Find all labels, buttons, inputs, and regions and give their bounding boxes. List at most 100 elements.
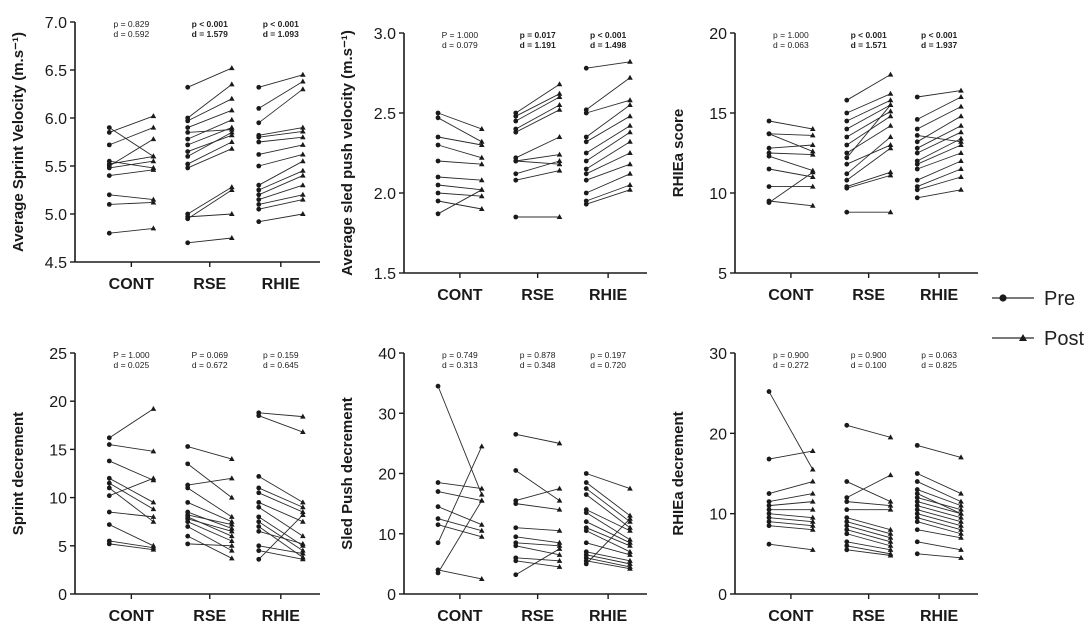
pre-point <box>844 142 850 148</box>
pre-point <box>583 471 589 476</box>
pair-line <box>586 125 631 154</box>
pair-line <box>586 512 631 541</box>
pre-point <box>844 527 850 533</box>
post-point <box>556 485 563 491</box>
stat-p-value: P = 1.000 <box>113 350 150 360</box>
pre-point <box>914 539 920 545</box>
post-point <box>627 58 633 64</box>
pre-point <box>106 541 112 547</box>
y-axis-title: Sled Push decrement <box>339 397 356 550</box>
post-point <box>809 169 816 175</box>
post-point <box>478 443 485 449</box>
pre-point <box>435 115 441 121</box>
pair-line <box>846 517 891 531</box>
pair-line <box>258 516 304 547</box>
post-point <box>478 142 485 147</box>
pair-line <box>109 202 154 205</box>
pre-point <box>914 145 920 151</box>
post-point <box>809 518 816 524</box>
pair-line <box>917 168 962 188</box>
pair-line <box>258 74 303 88</box>
pair-line <box>437 518 482 532</box>
pair-line <box>846 99 891 122</box>
pre-point <box>256 206 262 212</box>
post-point <box>887 506 894 512</box>
pre-point <box>844 523 850 529</box>
pre-point <box>256 120 262 126</box>
pre-point <box>513 158 519 164</box>
pair-line <box>109 511 154 518</box>
pre-point <box>914 177 920 183</box>
pair-line <box>768 155 813 172</box>
pre-point <box>185 524 191 529</box>
pre-point <box>844 422 850 428</box>
legend-post-label: Post <box>1044 328 1084 350</box>
post-point <box>300 134 306 140</box>
pre-point <box>583 150 589 156</box>
pair-line <box>846 424 891 438</box>
stat-p-value: p < 0.001 <box>192 19 228 29</box>
post-point <box>150 199 157 205</box>
post-point <box>300 509 306 515</box>
stat-p-value: P = 0.069 <box>192 350 229 360</box>
stat-p-value: p = 0.159 <box>263 350 299 360</box>
pre-point <box>435 211 441 217</box>
post-point <box>556 440 563 446</box>
post-point <box>887 552 894 558</box>
pre-point <box>844 110 850 116</box>
x-tick-label-cont: CONT <box>437 608 483 625</box>
pre-point <box>583 190 589 196</box>
post-point <box>229 542 235 548</box>
pair-line <box>586 542 631 556</box>
post-point <box>958 142 964 147</box>
stat-effect-size: d = 1.498 <box>590 40 626 50</box>
pre-point <box>256 548 262 554</box>
chart-panel-4: 0 5 10 15 20 25 CONT RSE RHIE Sprint decrement P =… <box>10 346 320 625</box>
pair-line <box>586 61 631 69</box>
x-tick-label-rhie: RHIE <box>589 608 628 625</box>
post-point <box>627 565 633 571</box>
pre-point <box>256 139 262 145</box>
post-point <box>627 512 633 518</box>
stat-effect-size: d = 0.272 <box>773 360 809 370</box>
pre-point <box>914 94 920 100</box>
pair-line <box>437 184 482 191</box>
y-tick-label: 2.5 <box>374 106 396 123</box>
pair-line <box>258 506 304 537</box>
post-point <box>958 522 964 528</box>
chart-panel-6: 0 10 20 30 CONT RSE RHIE RHIEa decrement p = 0.9… <box>670 346 978 625</box>
pair-line <box>109 408 154 439</box>
pair-line <box>258 160 304 186</box>
post-point <box>229 513 235 519</box>
pair-line <box>109 524 154 547</box>
pre-point <box>583 519 589 525</box>
pre-point <box>844 118 850 124</box>
pair-line <box>187 477 232 486</box>
pre-point <box>766 184 772 190</box>
pair-line <box>187 511 232 529</box>
post-point <box>300 151 306 157</box>
y-tick-label: 5 <box>718 266 727 283</box>
pre-point <box>844 209 850 215</box>
pre-point <box>435 522 441 528</box>
pre-point <box>914 503 920 509</box>
post-point <box>809 490 816 496</box>
pre-point <box>185 240 191 246</box>
y-tick-label: 10 <box>378 527 396 544</box>
pair-line <box>437 176 482 181</box>
y-tick-label: 10 <box>709 186 727 203</box>
pair-line <box>768 521 813 527</box>
pair-line <box>768 513 813 519</box>
x-tick-label-rse: RSE <box>852 287 885 304</box>
y-tick-label: 30 <box>709 346 727 363</box>
post-point <box>809 526 816 532</box>
post-point <box>556 161 563 167</box>
post-point <box>229 518 235 524</box>
y-axis-title: Average sled push velocity (m.s⁻¹) <box>339 30 356 276</box>
pre-point <box>185 165 191 171</box>
post-point <box>809 132 816 138</box>
pair-line <box>586 509 631 532</box>
post-point <box>150 506 157 512</box>
post-point <box>887 172 894 178</box>
stat-p-value: p = 0.063 <box>921 350 957 360</box>
